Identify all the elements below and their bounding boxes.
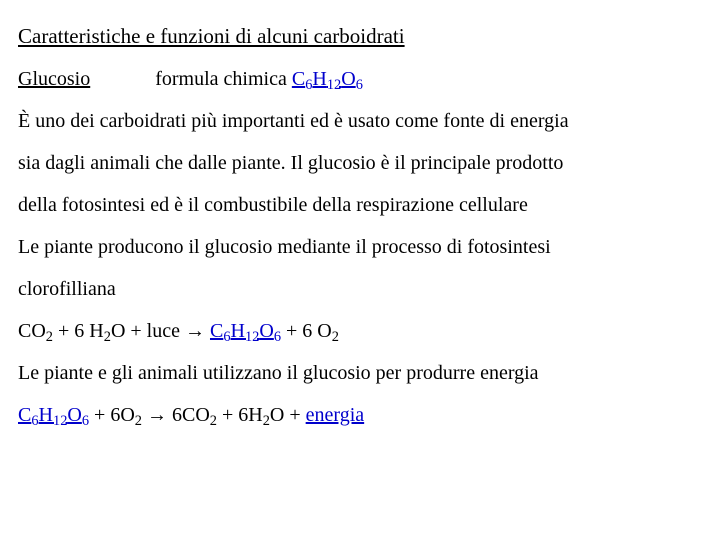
section-title: Caratteristiche e funzioni di alcuni car… [18,24,405,48]
equation-respiration: C6H12O6 + 6O2 → 6CO2 + 6H2O + energia [18,394,702,436]
body-line-3: della fotosintesi ed è il combustibile d… [18,184,702,226]
energy-link[interactable]: energia [306,404,365,426]
glucose-formula-link[interactable]: C6H12O6 [292,68,363,90]
body-line-4: Le piante producono il glucosio mediante… [18,226,702,268]
formula-label: formula chimica [155,68,292,90]
glucose-formula-link-eq2[interactable]: C6H12O6 [18,404,89,426]
equation-photosynthesis: CO2 + 6 H2O + luce → C6H12O6 + 6 O2 [18,310,702,352]
body-line-2: sia dagli animali che dalle piante. Il g… [18,142,702,184]
glucose-formula-link-eq1[interactable]: C6H12O6 [210,320,281,342]
subheading-glucosio: Glucosio [18,58,90,100]
subheading-row: Glucosio formula chimica C6H12O6 [18,58,702,100]
body-line-6: Le piante e gli animali utilizzano il gl… [18,352,702,394]
body-line-5: clorofilliana [18,268,702,310]
body-line-1: È uno dei carboidrati più importanti ed … [18,100,702,142]
